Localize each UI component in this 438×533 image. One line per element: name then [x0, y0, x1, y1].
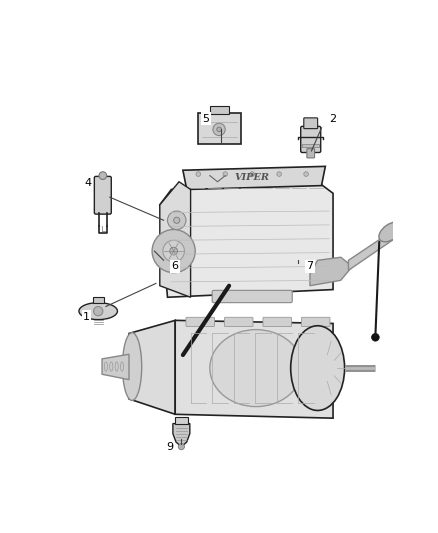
Circle shape	[94, 306, 103, 316]
Polygon shape	[183, 166, 325, 189]
FancyBboxPatch shape	[224, 317, 253, 327]
Ellipse shape	[379, 222, 403, 242]
Bar	[175, 417, 187, 424]
Circle shape	[167, 211, 186, 230]
FancyBboxPatch shape	[304, 118, 318, 128]
Circle shape	[99, 172, 107, 180]
Ellipse shape	[210, 329, 302, 407]
Circle shape	[217, 127, 221, 132]
Text: VIPER: VIPER	[235, 173, 270, 182]
Polygon shape	[310, 257, 352, 286]
Circle shape	[304, 172, 308, 176]
FancyBboxPatch shape	[263, 317, 291, 327]
FancyBboxPatch shape	[198, 113, 241, 144]
Polygon shape	[175, 320, 333, 418]
Polygon shape	[102, 354, 129, 379]
Text: 6: 6	[172, 262, 179, 271]
Text: 9: 9	[166, 442, 173, 453]
FancyBboxPatch shape	[301, 317, 330, 327]
Polygon shape	[93, 297, 103, 303]
FancyBboxPatch shape	[186, 317, 215, 327]
Circle shape	[170, 247, 177, 255]
FancyBboxPatch shape	[301, 126, 321, 152]
Circle shape	[250, 172, 254, 176]
Polygon shape	[160, 182, 191, 297]
FancyBboxPatch shape	[94, 176, 111, 214]
Text: 1: 1	[83, 311, 90, 321]
Text: 4: 4	[85, 179, 92, 188]
FancyBboxPatch shape	[212, 290, 292, 303]
Circle shape	[213, 123, 225, 135]
Circle shape	[163, 240, 184, 262]
Text: 5: 5	[202, 114, 209, 124]
Text: 2: 2	[329, 114, 337, 124]
Polygon shape	[180, 353, 186, 362]
Circle shape	[173, 217, 180, 223]
Circle shape	[277, 172, 282, 176]
Polygon shape	[173, 424, 190, 447]
Polygon shape	[129, 320, 175, 414]
FancyBboxPatch shape	[307, 149, 314, 158]
Ellipse shape	[123, 333, 142, 400]
Ellipse shape	[79, 303, 117, 320]
Polygon shape	[349, 178, 438, 270]
Circle shape	[178, 443, 184, 450]
Circle shape	[196, 172, 201, 176]
Polygon shape	[160, 182, 333, 297]
Text: 7: 7	[307, 262, 314, 271]
Bar	[302, 144, 319, 147]
Ellipse shape	[291, 326, 345, 410]
Circle shape	[371, 334, 379, 341]
Bar	[210, 106, 229, 114]
Circle shape	[223, 172, 228, 176]
Circle shape	[152, 230, 195, 273]
